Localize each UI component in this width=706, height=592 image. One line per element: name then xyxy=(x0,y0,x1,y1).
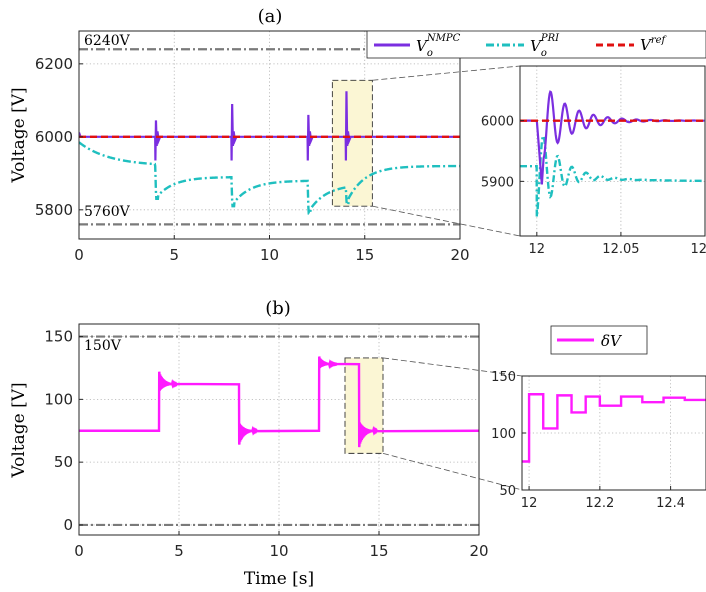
bi-xtick-label: 12.2 xyxy=(585,496,614,511)
bi-ytick-label: 50 xyxy=(499,484,516,499)
panel-b-title: (b) xyxy=(265,298,291,319)
annotation-150v: 150V xyxy=(84,338,122,354)
inset-a-axes xyxy=(519,65,706,237)
b-xtick-label: 5 xyxy=(174,542,184,560)
b-ytick-label: 100 xyxy=(44,390,73,408)
bi-ytick-label: 100 xyxy=(491,427,516,442)
legend-deltav-label: δV xyxy=(601,332,623,350)
ai-ytick-label: 6000 xyxy=(481,115,514,130)
panel-b-xlabel: Time [s] xyxy=(244,569,314,589)
panel-a-grid xyxy=(79,31,460,239)
b-ytick-label: 0 xyxy=(63,516,73,534)
a-ytick-label: 6200 xyxy=(35,55,73,73)
zoom-connector-a-bottom xyxy=(372,205,521,237)
inset-b-plot xyxy=(522,393,706,463)
bi-ytick-label: 150 xyxy=(491,370,516,385)
inset-a-plot xyxy=(520,90,705,217)
a-xtick-label: 10 xyxy=(260,246,279,264)
legend-a: VoNMPC VoPRI Vref xyxy=(366,30,706,59)
panel-a-ticks: 0 5 10 15 20 5800 6000 6200 xyxy=(35,55,470,264)
zoom-box-b xyxy=(344,357,384,454)
bi-xtick-label: 12.4 xyxy=(656,496,685,511)
zoom-connector-b-top xyxy=(382,357,523,377)
b-xtick-label: 0 xyxy=(74,542,84,560)
a-xtick-label: 0 xyxy=(74,246,84,264)
panel-a-ylabel: Voltage [V] xyxy=(9,87,29,183)
bi-xtick-label: 12 xyxy=(521,496,538,511)
panel-b-ticks: 0 5 10 15 20 0 50 100 150 xyxy=(44,328,488,560)
ai-xtick-label: 12.05 xyxy=(602,242,639,257)
annotation-5760v: 5760V xyxy=(84,204,131,220)
panel-a-title: (a) xyxy=(258,6,283,27)
a-ytick-label: 5800 xyxy=(35,201,73,219)
b-ytick-label: 150 xyxy=(44,328,73,346)
inset-b-deltav-line xyxy=(522,393,706,463)
panel-b-ylabel: Voltage [V] xyxy=(9,382,29,478)
zoom-box-a xyxy=(331,79,373,207)
zoom-connector-b-bottom xyxy=(382,452,523,491)
a-xtick-label: 15 xyxy=(355,246,374,264)
panel-a-plot xyxy=(79,48,460,226)
a-xtick-label: 20 xyxy=(450,246,469,264)
legend-ref-label: Vref xyxy=(640,35,668,54)
legend-nmpc-label: VoNMPC xyxy=(416,33,461,59)
annotation-6240v: 6240V xyxy=(84,33,131,49)
legend-pri-label: VoPRI xyxy=(530,33,560,59)
inset-a-pri-line xyxy=(520,133,705,217)
b-xtick-label: 20 xyxy=(469,542,488,560)
inset-a-ticks: 12 12.05 12.1 5900 6000 xyxy=(481,115,706,257)
a-xtick-label: 5 xyxy=(169,246,179,264)
ai-xtick-label: 12 xyxy=(529,242,546,257)
b-xtick-label: 15 xyxy=(369,542,388,560)
inset-b-ticks: 12 12.2 12.4 50 100 150 xyxy=(491,370,685,511)
inset-a-grid xyxy=(520,66,705,236)
pri-series-line xyxy=(79,141,460,215)
legend-b: δV xyxy=(550,325,648,355)
b-xtick-label: 10 xyxy=(269,542,288,560)
panel-a-zoom-box xyxy=(331,65,521,237)
b-ytick-label: 50 xyxy=(54,453,73,471)
inset-b-axes xyxy=(521,375,706,491)
ai-ytick-label: 5900 xyxy=(481,175,514,190)
inset-b-grid xyxy=(522,376,706,490)
deltav-series-line xyxy=(79,356,479,448)
panel-b-grid xyxy=(79,324,479,535)
panel-b-plot xyxy=(79,335,479,527)
zoom-connector-a-top xyxy=(372,65,521,81)
ai-xtick-label: 12.1 xyxy=(691,242,706,257)
a-ytick-label: 6000 xyxy=(35,128,73,146)
